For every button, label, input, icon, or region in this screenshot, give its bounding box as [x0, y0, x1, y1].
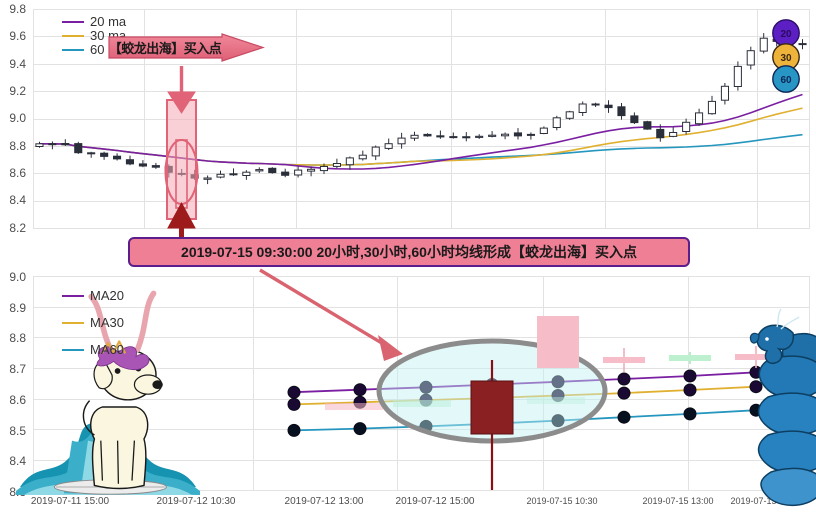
- svg-text:60: 60: [780, 75, 792, 86]
- svg-text:30: 30: [780, 53, 792, 64]
- svg-text:20: 20: [780, 29, 792, 40]
